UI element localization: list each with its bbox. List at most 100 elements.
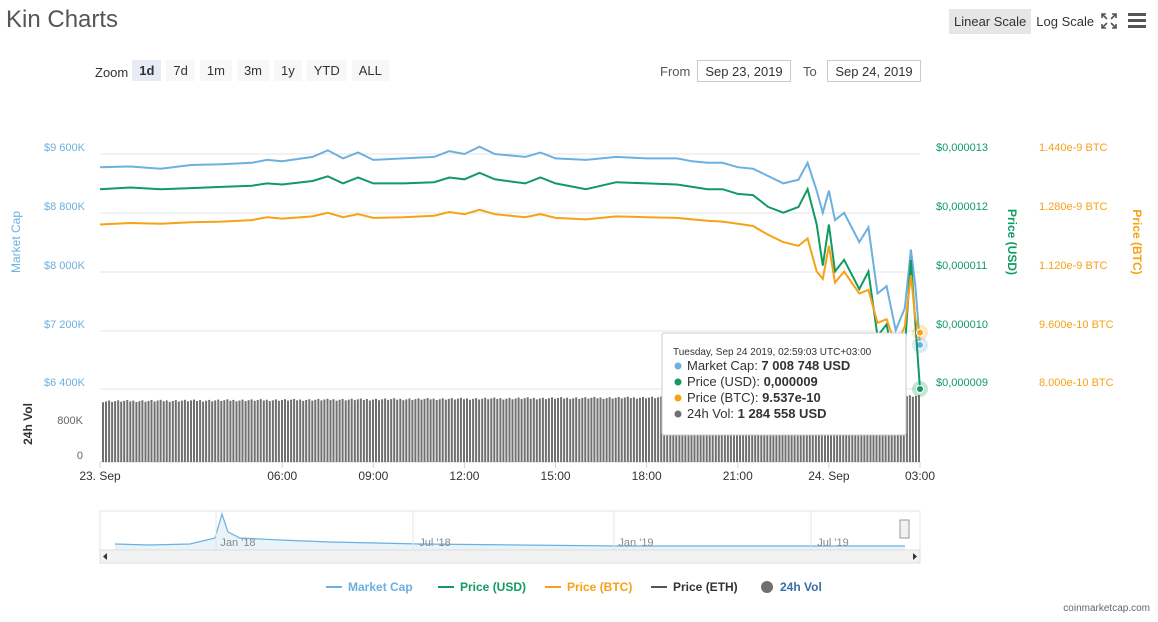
to-date-input[interactable]: Sep 24, 2019: [827, 60, 921, 82]
volume-bar: [223, 400, 226, 462]
volume-bar: [117, 400, 120, 462]
volume-bar: [466, 398, 468, 462]
volume-bar: [705, 397, 708, 462]
volume-bar: [672, 397, 675, 462]
navigator-area: [99, 510, 921, 551]
price-btc-tick-label: 8.000e-10 BTC: [1039, 377, 1114, 389]
volume-bar: [271, 400, 274, 462]
price-usd-tick-label: $0,000012: [936, 201, 988, 213]
volume-bar: [190, 400, 192, 462]
volume-bar: [514, 398, 517, 462]
volume-bar: [168, 401, 171, 462]
volume-bar: [405, 399, 408, 462]
tooltip-row: Market Cap: 7 008 748 USD: [687, 358, 850, 373]
volume-bar: [202, 401, 205, 462]
zoom-1m-button[interactable]: 1m: [199, 60, 232, 81]
log-scale-button[interactable]: Log Scale: [1031, 9, 1099, 34]
volume-bar: [787, 397, 790, 462]
x-tick-label: 09:00: [358, 469, 388, 483]
volume-bar: [472, 398, 475, 462]
zoom-1d-button[interactable]: 1d: [132, 60, 162, 81]
volume-bar: [305, 400, 308, 462]
volume-bar: [365, 399, 368, 462]
volume-bar: [808, 395, 811, 462]
volume-bar: [499, 398, 502, 462]
market-cap-tick-label: $9 600K: [44, 142, 86, 154]
tooltip-dot: [674, 378, 682, 386]
volume-bar: [717, 396, 720, 462]
menu-icon[interactable]: [1128, 12, 1146, 28]
zoom-ytd-button[interactable]: YTD: [306, 60, 347, 81]
volume-bar: [196, 401, 198, 462]
volume-bar: [648, 397, 650, 462]
market-cap-tick-label: $7 200K: [44, 319, 86, 331]
volume-bar: [262, 400, 265, 462]
navigator-scrollbar[interactable]: [99, 549, 921, 564]
volume-bar: [675, 396, 678, 462]
volume-bar: [247, 400, 250, 462]
volume-bar: [396, 399, 399, 462]
volume-bar: [214, 400, 217, 462]
volume-bar: [390, 399, 393, 462]
volume-bar: [726, 396, 729, 462]
volume-bar: [711, 398, 714, 462]
volume-bar: [632, 397, 635, 462]
volume-bar: [714, 397, 717, 462]
price-usd-tick-label: $0,000010: [936, 319, 988, 331]
volume-bar: [381, 399, 384, 462]
volume-bar: [878, 396, 881, 462]
volume-bar: [426, 398, 429, 462]
volume-bar: [572, 398, 575, 462]
volume-bar: [144, 401, 147, 462]
volume-bar: [162, 401, 165, 462]
volume-bar: [599, 397, 602, 462]
volume-bar: [702, 398, 705, 462]
scroll-right-icon[interactable]: [913, 553, 917, 560]
volume-bar: [657, 397, 660, 462]
volume-bar: [623, 397, 626, 462]
linear-scale-button[interactable]: Linear Scale: [949, 9, 1032, 34]
tooltip-dot: [674, 410, 682, 418]
volume-bar: [423, 398, 426, 462]
volume-bar: [123, 400, 126, 462]
volume-bar: [547, 398, 550, 462]
legend-item[interactable]: 24h Vol: [761, 580, 822, 594]
fullscreen-icon[interactable]: [1101, 13, 1117, 29]
volume-bar: [338, 399, 341, 462]
price-btc-axis-title: Price (BTC): [1130, 209, 1144, 274]
zoom-7d-button[interactable]: 7d: [166, 60, 195, 81]
volume-bar: [814, 396, 817, 462]
volume-bar: [399, 398, 402, 462]
volume-bar: [651, 396, 654, 462]
volume-bar: [830, 396, 832, 462]
volume-bar: [186, 401, 189, 462]
legend-label: Price (ETH): [673, 580, 738, 594]
volume-bar: [205, 400, 208, 462]
volume-bar: [180, 400, 183, 462]
volume-bar: [490, 398, 493, 462]
volume-bar: [560, 397, 563, 462]
volume-bar: [748, 396, 751, 462]
scroll-left-icon[interactable]: [103, 553, 107, 560]
tooltip-header: Tuesday, Sep 24 2019, 02:59:03 UTC+03:00: [673, 347, 872, 358]
volume-bar: [739, 397, 741, 462]
volume-bar: [150, 400, 153, 462]
zoom-1y-button[interactable]: 1y: [274, 60, 302, 81]
volume-bar: [429, 399, 432, 462]
volume-bar: [660, 396, 663, 462]
volume-bar: [420, 399, 423, 462]
zoom-all-button[interactable]: ALL: [351, 60, 389, 81]
legend-item[interactable]: Price (BTC): [545, 580, 632, 594]
volume-bar: [629, 398, 632, 462]
from-date-input[interactable]: Sep 23, 2019: [697, 60, 791, 82]
navigator-handle[interactable]: [899, 519, 910, 539]
zoom-3m-button[interactable]: 3m: [236, 60, 269, 81]
volume-bar: [102, 402, 104, 462]
legend-item[interactable]: Market Cap: [326, 580, 413, 594]
legend-item[interactable]: Price (USD): [438, 580, 526, 594]
x-tick-label: 18:00: [632, 469, 662, 483]
volume-bar: [108, 400, 111, 462]
volume-bar: [356, 399, 359, 462]
volume-bar: [375, 398, 377, 462]
legend-item[interactable]: Price (ETH): [651, 580, 738, 594]
